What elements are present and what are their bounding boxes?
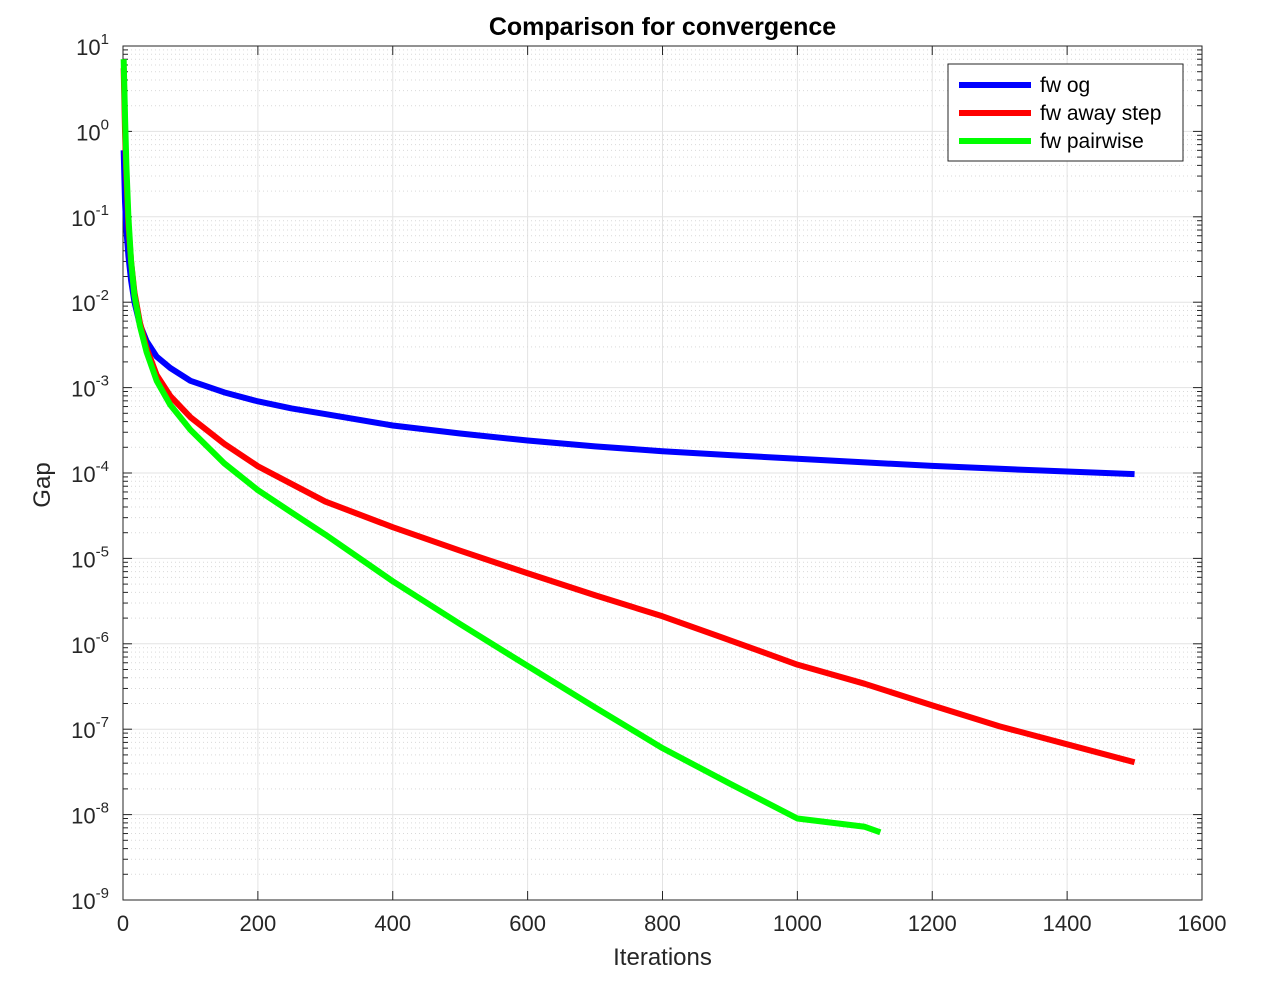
series-line-fw-pairwise	[120, 59, 882, 836]
y-tick-label: 10-5	[71, 543, 109, 572]
y-tick-label: 10-6	[71, 629, 109, 658]
y-tick-label: 10-8	[71, 800, 109, 829]
y-tick-label: 10-3	[71, 373, 109, 402]
x-axis-label: Iterations	[613, 944, 712, 971]
x-tick-label: 200	[240, 911, 277, 936]
x-tick-label: 400	[374, 911, 411, 936]
legend: fw og fw away step fw pairwise	[947, 63, 1184, 162]
y-tick-label: 10-1	[71, 202, 109, 231]
legend-label: fw pairwise	[1040, 130, 1144, 153]
y-axis-label: Gap	[29, 462, 56, 507]
y-tick-label: 100	[76, 116, 109, 145]
x-tick-label: 1600	[1178, 911, 1227, 936]
x-tick-label: 600	[509, 911, 546, 936]
x-tick-label: 0	[117, 911, 129, 936]
y-tick-label: 101	[76, 31, 109, 60]
x-tick-label: 1400	[1043, 911, 1092, 936]
axis-ticks: 0 200 400 600 800 1000 1200 1400 1600 101 100 10-1 1…	[71, 31, 1226, 936]
legend-label: fw away step	[1040, 102, 1161, 125]
legend-label: fw og	[1040, 74, 1090, 97]
x-tick-label: 1000	[773, 911, 822, 936]
x-tick-label: 1200	[908, 911, 957, 936]
y-tick-label: 10-9	[71, 885, 109, 914]
y-tick-label: 10-7	[71, 714, 109, 743]
y-tick-label: 10-2	[71, 287, 109, 316]
y-tick-label: 10-4	[71, 458, 109, 487]
chart-title: Comparison for convergence	[489, 13, 836, 41]
series-lines	[120, 59, 1136, 836]
x-tick-label: 800	[644, 911, 681, 936]
